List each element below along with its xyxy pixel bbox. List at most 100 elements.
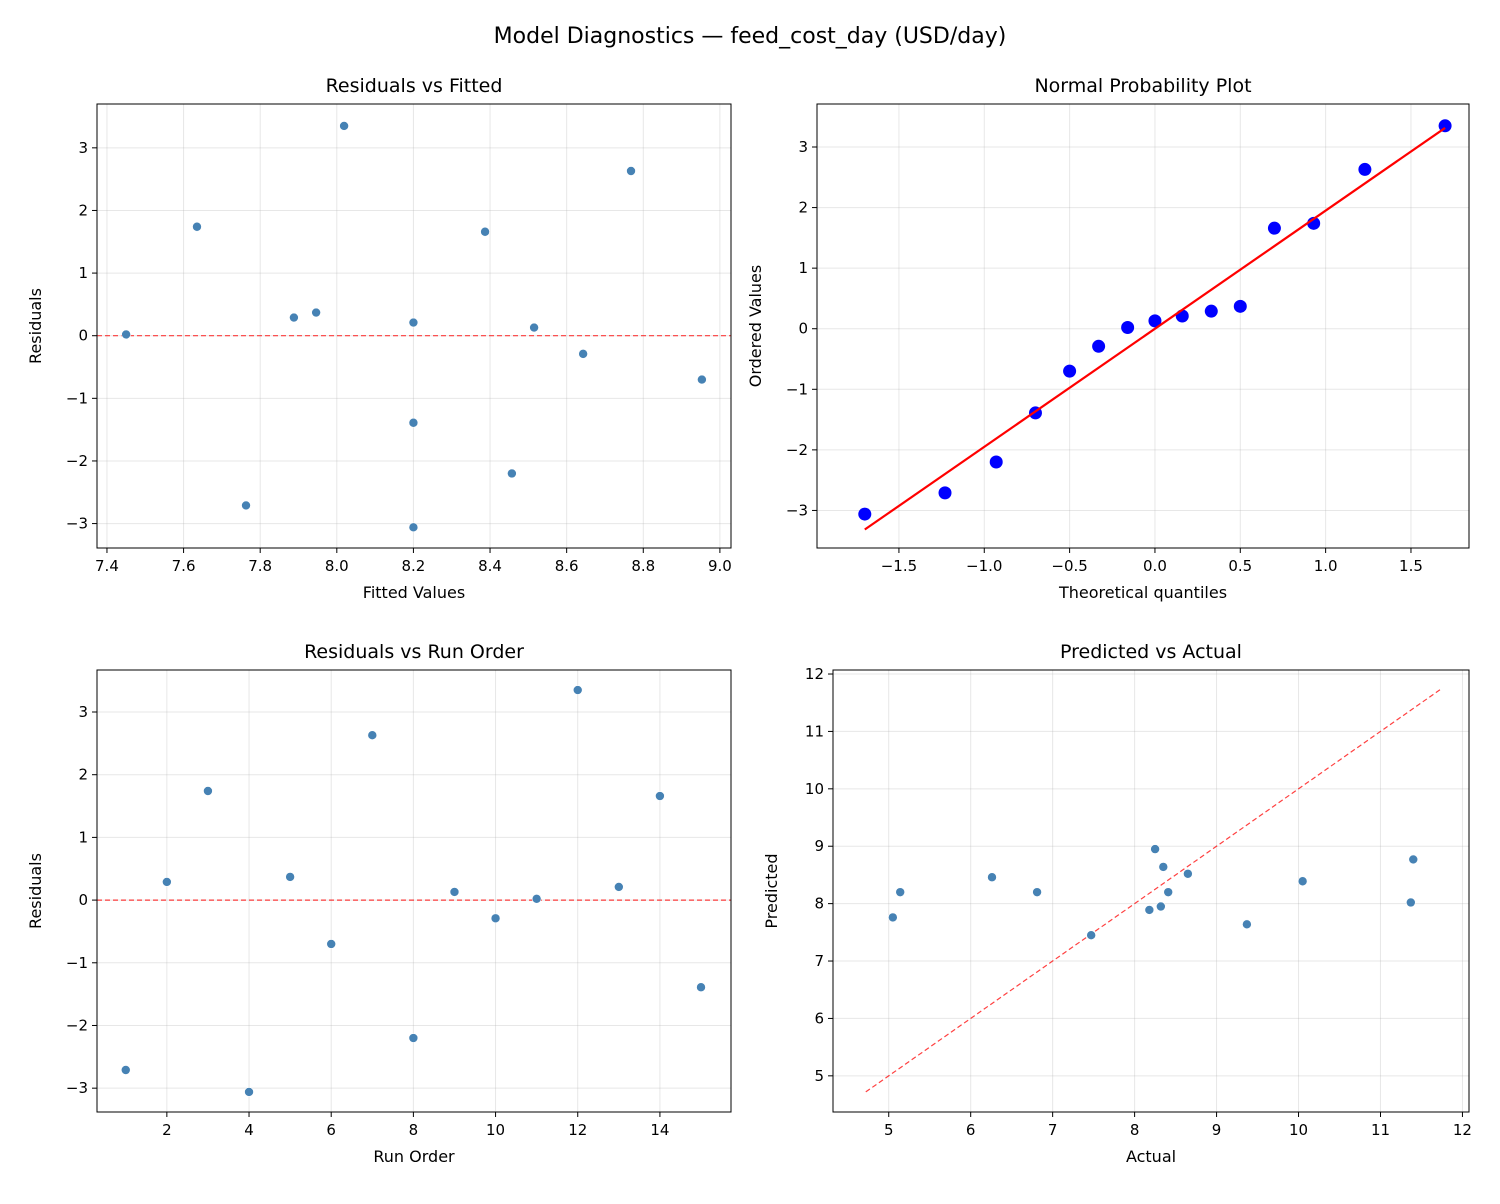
x-axis-label: Theoretical quantiles <box>1058 583 1227 602</box>
x-tick-label: 7.4 <box>95 557 119 575</box>
x-tick-label: −1.5 <box>881 557 917 575</box>
x-tick-label: 6 <box>326 1121 336 1139</box>
data-point <box>895 887 906 897</box>
x-tick-label: 10 <box>486 1121 505 1139</box>
y-tick-label: 0 <box>798 320 808 338</box>
data-point <box>1063 364 1077 378</box>
x-tick-label: 14 <box>650 1121 669 1139</box>
x-axis-label: Actual <box>1126 1147 1176 1166</box>
data-point <box>1408 854 1419 865</box>
x-tick-label: 4 <box>244 1121 254 1139</box>
data-point <box>529 322 539 333</box>
x-tick-label: 1.0 <box>1314 557 1338 575</box>
x-tick-label: 11 <box>1371 1121 1390 1139</box>
y-tick-label: −2 <box>66 452 88 470</box>
y-tick-label: 0 <box>78 891 88 909</box>
y-tick-label: 5 <box>814 1067 824 1085</box>
identity-reference-line <box>865 687 1443 1093</box>
x-tick-label: 8.0 <box>325 557 349 575</box>
axes-frame <box>816 103 1470 549</box>
y-axis-label: Predicted <box>762 853 781 928</box>
data-point <box>987 872 997 883</box>
y-tick-label: 3 <box>78 139 88 157</box>
y-axis-label: Residuals <box>26 853 45 929</box>
x-tick-label: 8 <box>409 1121 419 1139</box>
x-tick-label: 7.6 <box>172 557 196 575</box>
x-axis-label: Fitted Values <box>363 583 465 602</box>
data-point <box>655 791 665 801</box>
data-point <box>696 982 706 993</box>
data-point <box>408 522 419 533</box>
data-point <box>1156 901 1166 912</box>
data-point <box>480 226 490 237</box>
x-tick-label: 7 <box>1048 1121 1058 1139</box>
x-tick-label: 12 <box>1453 1121 1472 1139</box>
y-tick-label: 8 <box>814 895 824 913</box>
data-point <box>1163 887 1174 897</box>
data-point <box>1358 162 1372 176</box>
y-tick-label: −3 <box>66 515 88 533</box>
data-point <box>626 166 636 176</box>
x-tick-label: 8.8 <box>631 557 655 575</box>
data-point <box>578 349 588 359</box>
data-point <box>1158 862 1169 872</box>
x-tick-label: 10 <box>1289 1121 1308 1139</box>
data-point <box>339 121 349 131</box>
y-tick-label: 1 <box>78 828 88 846</box>
y-tick-label: 3 <box>798 138 808 156</box>
y-tick-label: −2 <box>66 1016 88 1034</box>
data-point <box>408 317 419 328</box>
data-point <box>241 500 251 511</box>
x-tick-label: 6 <box>966 1121 976 1139</box>
y-tick-label: 12 <box>805 665 824 683</box>
y-tick-label: 9 <box>814 837 824 855</box>
data-point <box>1175 309 1189 323</box>
data-point <box>1086 930 1096 941</box>
data-point <box>490 913 501 924</box>
data-point <box>938 486 952 500</box>
data-point <box>1150 844 1160 854</box>
data-point <box>614 882 624 892</box>
y-tick-label: −1 <box>786 380 808 398</box>
y-tick-label: 2 <box>798 199 808 217</box>
y-tick-label: 2 <box>78 766 88 784</box>
subplot-title: Residuals vs Run Order <box>304 641 524 663</box>
data-point <box>1242 919 1252 930</box>
y-tick-label: 2 <box>78 201 88 219</box>
data-point <box>1204 304 1218 318</box>
data-point <box>120 1065 131 1075</box>
x-tick-label: 9 <box>1212 1121 1222 1139</box>
x-tick-label: 8.2 <box>401 557 425 575</box>
data-point <box>1144 905 1155 915</box>
data-point <box>311 307 321 318</box>
axes-frame <box>96 103 732 549</box>
x-tick-label: 5 <box>884 1121 894 1139</box>
data-point <box>1148 314 1162 328</box>
data-point <box>192 221 202 232</box>
y-tick-label: 3 <box>78 703 88 721</box>
subplot-2: −1.5 −1.0 −0.5 0.0 0.5 1.0 1.5 −3 −2 −1 0 1 2 3 Normal… <box>746 75 1470 602</box>
data-point <box>1233 299 1247 313</box>
x-axis-label: Run Order <box>373 1147 455 1166</box>
data-point <box>121 329 131 340</box>
x-tick-label: 1.5 <box>1399 557 1423 575</box>
x-tick-label: 7.8 <box>248 557 272 575</box>
data-point <box>697 374 707 385</box>
data-point <box>408 1033 419 1043</box>
y-tick-label: −1 <box>66 954 88 972</box>
y-tick-label: −2 <box>786 441 808 459</box>
data-point <box>326 939 337 949</box>
figure-suptitle: Model Diagnostics — feed_cost_day (USD/d… <box>494 24 1007 49</box>
data-point <box>1267 221 1281 235</box>
y-tick-label: −3 <box>786 501 808 519</box>
data-point <box>408 417 419 428</box>
y-tick-label: 1 <box>798 259 808 277</box>
data-point <box>507 468 517 479</box>
data-point <box>203 786 213 796</box>
y-tick-label: 6 <box>814 1009 824 1027</box>
y-tick-label: 11 <box>805 722 824 740</box>
subplot-title: Normal Probability Plot <box>1034 75 1251 97</box>
data-point <box>1406 897 1416 908</box>
